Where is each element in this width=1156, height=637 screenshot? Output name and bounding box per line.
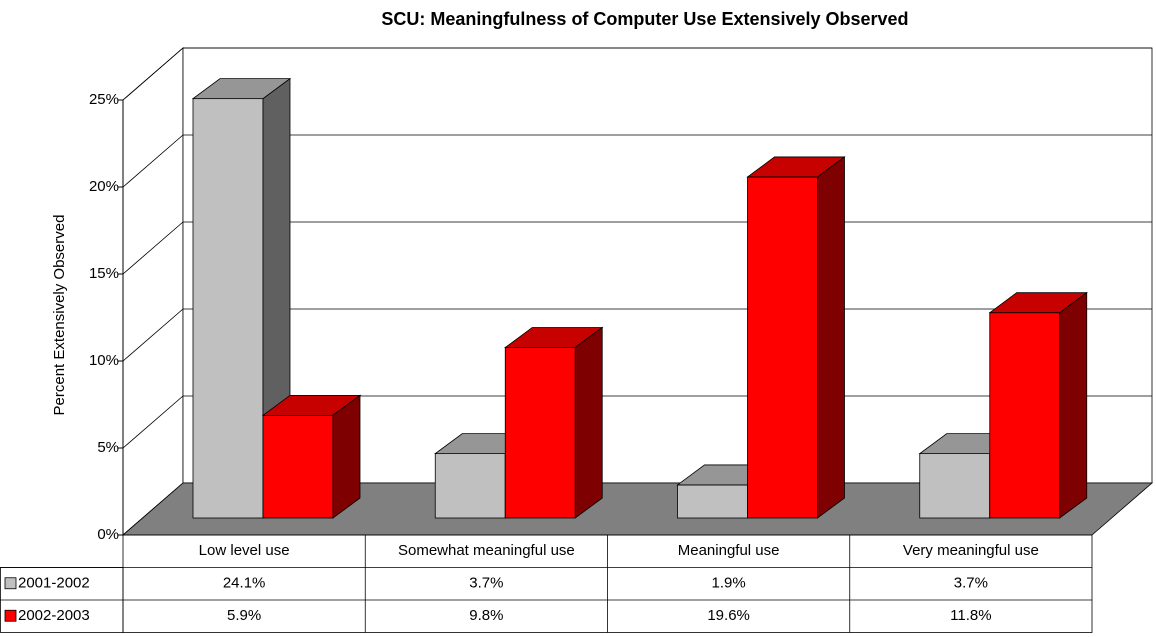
grid-line	[122, 47, 1152, 101]
x-tick-label: Very meaningful use	[903, 542, 1039, 559]
bar-top-shade	[747, 156, 845, 177]
bar	[747, 176, 818, 519]
bar	[919, 453, 991, 519]
bar-top-shade	[263, 395, 360, 416]
bar-side-shade	[575, 327, 603, 518]
bar	[262, 414, 334, 519]
bar	[504, 347, 576, 519]
x-tick-label: Somewhat meaningful use	[398, 542, 575, 559]
data-label: 5.9%	[227, 607, 261, 624]
data-label: 3.7%	[469, 575, 503, 592]
data-label: 3.7%	[954, 575, 988, 592]
legend-label: 2002-2003	[18, 607, 90, 624]
x-tick-label: Meaningful use	[678, 542, 780, 559]
bar	[989, 312, 1061, 519]
bar-side-shade	[1059, 292, 1087, 518]
y-tick-label: 15%	[89, 265, 119, 282]
data-label: 19.6%	[707, 607, 750, 624]
data-label: 9.8%	[469, 607, 503, 624]
bar-side-shade	[333, 395, 360, 518]
side-wall	[122, 47, 184, 536]
bar	[677, 484, 748, 519]
grid-line	[122, 134, 1152, 188]
data-label: 11.8%	[950, 607, 991, 624]
legend-swatch	[4, 577, 17, 590]
legend-swatch	[4, 609, 17, 622]
chart-title: SCU: Meaningfulness of Computer Use Exte…	[381, 9, 908, 29]
legend-label: 2001-2002	[18, 575, 90, 592]
bar	[192, 98, 264, 519]
bar-side-shade	[817, 156, 845, 518]
bar	[434, 453, 506, 519]
y-tick-label: 20%	[89, 178, 119, 195]
y-axis-label: Percent Extensively Observed	[51, 215, 68, 416]
y-tick-label: 10%	[89, 352, 119, 369]
bar-top-shade	[193, 78, 290, 99]
y-tick-label: 25%	[89, 91, 119, 108]
y-tick-label: 5%	[97, 439, 119, 456]
y-tick-label: 0%	[97, 526, 119, 543]
data-label: 24.1%	[223, 575, 266, 592]
bar-top-shade	[505, 327, 603, 348]
x-tick-label: Low level use	[199, 542, 290, 559]
bar-top-shade	[989, 292, 1087, 313]
data-label: 1.9%	[712, 575, 746, 592]
